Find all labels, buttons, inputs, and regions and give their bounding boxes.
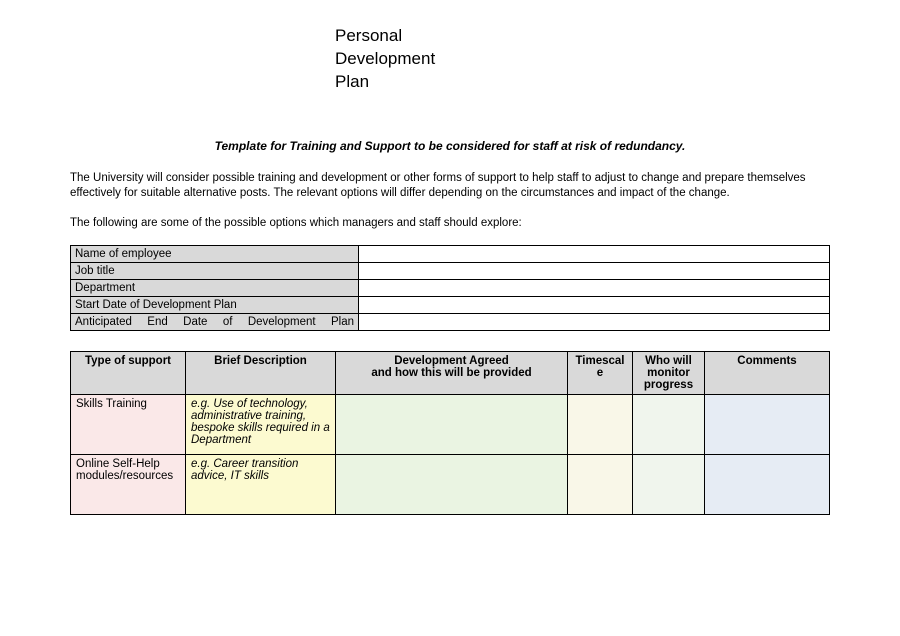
col-header-who: Who will monitor progress [633, 352, 705, 395]
info-value-startdate[interactable] [359, 297, 830, 314]
col-header-time: Timescale [568, 352, 633, 395]
table-row: Online Self-Help modules/resources e.g. … [71, 455, 830, 515]
table-row: Job title [71, 263, 830, 280]
col-header-type: Type of support [71, 352, 186, 395]
col-header-dev: Development Agreed and how this will be … [336, 352, 568, 395]
support-time[interactable] [568, 395, 633, 455]
subtitle: Template for Training and Support to be … [70, 139, 830, 153]
table-row: Anticipated End Date of Development Plan [71, 314, 830, 331]
support-time[interactable] [568, 455, 633, 515]
support-desc: e.g. Career transition advice, IT skills [186, 455, 336, 515]
info-value-enddate[interactable] [359, 314, 830, 331]
info-value-name[interactable] [359, 246, 830, 263]
info-label-department: Department [71, 280, 359, 297]
info-value-jobtitle[interactable] [359, 263, 830, 280]
intro-paragraph-2: The following are some of the possible o… [70, 216, 830, 232]
table-row: Name of employee [71, 246, 830, 263]
employee-info-table: Name of employee Job title Department St… [70, 245, 830, 331]
info-label-name: Name of employee [71, 246, 359, 263]
support-desc: e.g. Use of technology, administrative t… [186, 395, 336, 455]
support-who[interactable] [633, 455, 705, 515]
col-header-com: Comments [705, 352, 830, 395]
intro-paragraph-1: The University will consider possible tr… [70, 171, 830, 202]
support-com[interactable] [705, 395, 830, 455]
table-header-row: Type of support Brief Description Develo… [71, 352, 830, 395]
document-page: Personal Development Plan Template for T… [0, 0, 900, 535]
support-type: Skills Training [71, 395, 186, 455]
title-line-2: Development [335, 49, 435, 68]
col-header-dev-line2: and how this will be provided [371, 367, 531, 379]
col-header-desc: Brief Description [186, 352, 336, 395]
title-line-1: Personal [335, 26, 402, 45]
support-com[interactable] [705, 455, 830, 515]
info-label-startdate: Start Date of Development Plan [71, 297, 359, 314]
table-row: Skills Training e.g. Use of technology, … [71, 395, 830, 455]
support-type: Online Self-Help modules/resources [71, 455, 186, 515]
title-line-3: Plan [335, 72, 369, 91]
info-value-department[interactable] [359, 280, 830, 297]
info-label-jobtitle: Job title [71, 263, 359, 280]
support-who[interactable] [633, 395, 705, 455]
table-row: Department [71, 280, 830, 297]
spacer [70, 331, 830, 351]
col-header-dev-line1: Development Agreed [394, 355, 509, 367]
page-title: Personal Development Plan [335, 25, 830, 94]
support-table: Type of support Brief Description Develo… [70, 351, 830, 515]
table-row: Start Date of Development Plan [71, 297, 830, 314]
info-label-enddate: Anticipated End Date of Development Plan [71, 314, 359, 331]
support-dev[interactable] [336, 395, 568, 455]
support-dev[interactable] [336, 455, 568, 515]
